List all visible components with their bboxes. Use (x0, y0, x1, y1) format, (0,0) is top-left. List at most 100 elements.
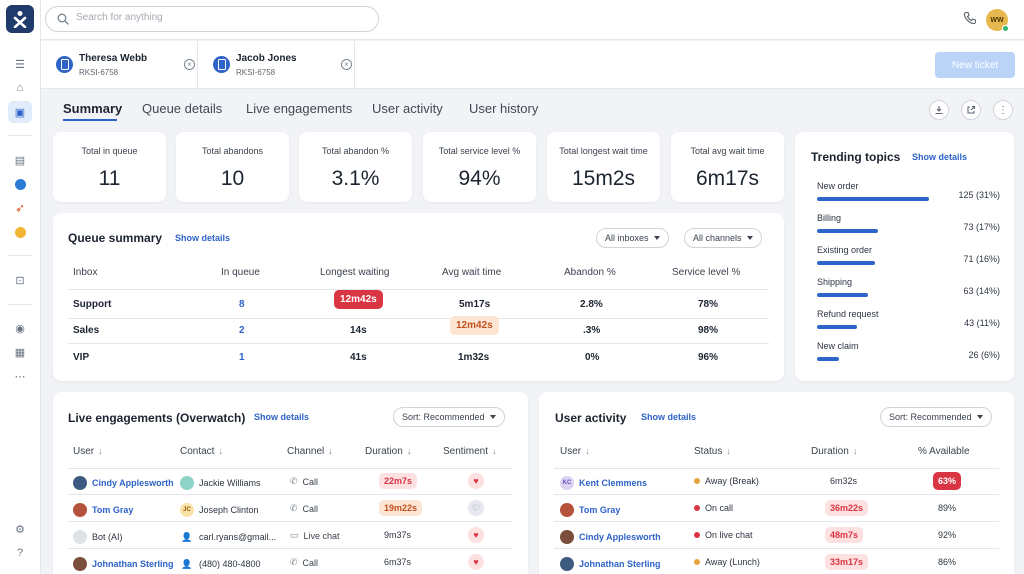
channel-filter-dropdown[interactable]: All channels (684, 228, 762, 248)
status-dot-icon (694, 505, 700, 511)
trend-topic-name[interactable]: Existing order (817, 245, 873, 255)
column-header[interactable]: Contact ↓ (180, 446, 223, 457)
trending-show-details-link[interactable]: Show details (912, 152, 968, 162)
settings-icon[interactable]: ⚙ (15, 523, 25, 536)
rocket-icon[interactable]: ➶ (14, 201, 26, 215)
stat-card: Total abandon % 3.1% (299, 132, 412, 202)
active-tab-indicator (63, 119, 117, 121)
customer-tab[interactable]: Theresa Webb RKSI-6758 × (41, 41, 198, 89)
search-input[interactable] (76, 12, 366, 23)
engagement-contact[interactable]: JC Joseph Clinton (180, 503, 259, 517)
column-header[interactable]: Status ↓ (694, 446, 731, 457)
longest-waiting: 12m42s (334, 290, 383, 309)
sort-arrow-icon: ↓ (98, 446, 103, 456)
calendar-icon[interactable]: ▦ (14, 346, 26, 359)
user-avatar (560, 503, 574, 517)
new-ticket-button[interactable]: New ticket (935, 52, 1015, 78)
available-value: 63% (933, 472, 962, 490)
phone-icon[interactable] (963, 11, 977, 28)
in-queue-count[interactable]: 8 (239, 299, 245, 310)
trend-topic-name[interactable]: New order (817, 181, 859, 191)
more-options-icon[interactable]: ⋮ (993, 100, 1013, 120)
help-icon[interactable]: ? (16, 547, 24, 559)
activity-user[interactable]: KC Kent Clemmens (560, 476, 647, 490)
tab-summary[interactable]: Summary (63, 101, 123, 116)
person-icon: 👤 (181, 531, 193, 542)
activity-show-details-link[interactable]: Show details (641, 412, 697, 422)
column-header[interactable]: Channel ↓ (287, 446, 333, 457)
activity-sort-dropdown[interactable]: Sort: Recommended (880, 407, 992, 427)
reports-icon[interactable]: ▤ (14, 154, 26, 167)
home-icon[interactable]: ⌂ (16, 82, 24, 94)
chevron-down-icon (746, 236, 753, 240)
activity-user[interactable]: Cindy Applesworth (560, 530, 661, 544)
column-header[interactable]: Duration ↓ (811, 446, 857, 457)
column-header[interactable]: User ↓ (560, 446, 590, 457)
queue-show-details-link[interactable]: Show details (175, 233, 231, 243)
globe-icon[interactable] (10, 174, 30, 194)
channel-filter-value: All channels (693, 233, 742, 243)
user-avatar[interactable]: WW (986, 9, 1009, 32)
trend-topic-bar (817, 325, 857, 329)
user-name: Tom Gray (92, 505, 134, 515)
contact-icon[interactable]: ◉ (15, 322, 25, 335)
in-queue-count[interactable]: 1 (239, 352, 245, 363)
column-header-label: Contact (180, 446, 215, 457)
contact-avatar (180, 476, 194, 490)
status-label: On call (705, 503, 734, 513)
engagement-contact[interactable]: 👤 carl.ryans@gmail... (180, 530, 276, 544)
trend-topic-name[interactable]: New claim (817, 341, 859, 351)
column-header[interactable]: Duration ↓ (365, 446, 411, 457)
download-icon[interactable] (929, 100, 949, 120)
sort-arrow-icon: ↓ (492, 446, 497, 456)
menu-icon[interactable]: ☰ (15, 58, 25, 71)
inbox-name[interactable]: Sales (73, 325, 100, 336)
inbox-name[interactable]: Support (73, 299, 112, 310)
trend-topic-name[interactable]: Shipping (817, 277, 853, 287)
column-header[interactable]: Sentiment ↓ (443, 446, 497, 457)
close-icon[interactable]: × (341, 59, 352, 70)
status-dot-icon (694, 559, 700, 565)
service-level: 98% (698, 325, 719, 336)
tab-user-history[interactable]: User history (469, 101, 539, 116)
trend-topic-value: 73 (17%) (963, 222, 1000, 232)
engagement-user[interactable]: Bot (AI) (73, 530, 123, 544)
inbox-filter-dropdown[interactable]: All inboxes (596, 228, 669, 248)
activity-status: Away (Lunch) (694, 557, 760, 567)
engagement-user[interactable]: Cindy Applesworth (73, 476, 174, 490)
activity-user[interactable]: Johnathan Sterling (560, 557, 661, 571)
customer-tab[interactable]: Jacob Jones RKSI-6758 × (198, 41, 355, 89)
activity-user[interactable]: Tom Gray (560, 503, 620, 517)
column-header[interactable]: User ↓ (73, 446, 103, 457)
smiley-icon[interactable] (10, 222, 30, 242)
tab-live-engagements[interactable]: Live engagements (246, 101, 353, 116)
app-logo-icon[interactable] (6, 5, 34, 33)
status-label: Away (Lunch) (705, 557, 760, 567)
engagement-sentiment: ♥ (468, 527, 484, 543)
row-divider (68, 494, 513, 495)
trend-topic-name[interactable]: Refund request (817, 309, 879, 319)
live-sort-dropdown[interactable]: Sort: Recommended (393, 407, 505, 427)
duration-value: 33m17s (825, 554, 869, 570)
tab-user-activity[interactable]: User activity (372, 101, 443, 116)
tab-queue-details[interactable]: Queue details (142, 101, 223, 116)
trend-topic-name[interactable]: Billing (817, 213, 842, 223)
dashboard-icon[interactable]: ▣ (8, 101, 32, 123)
engagement-sentiment: ♥ (468, 554, 484, 570)
engagement-contact[interactable]: 👤 (480) 480-4800 (180, 557, 260, 571)
engagement-user[interactable]: Johnathan Sterling (73, 557, 174, 571)
search-box[interactable] (45, 6, 379, 32)
in-queue-count[interactable]: 2 (239, 325, 245, 336)
available-value: 92% (938, 530, 957, 540)
inbox-name[interactable]: VIP (73, 352, 90, 363)
live-show-details-link[interactable]: Show details (254, 412, 310, 422)
more-icon[interactable]: ⋯ (14, 370, 26, 383)
inbox-icon[interactable]: ⊡ (15, 274, 25, 287)
queue-summary-card: Queue summary Show details All inboxes A… (53, 213, 784, 381)
header-divider (68, 468, 513, 469)
column-header[interactable]: % Available (918, 446, 970, 457)
external-link-icon[interactable] (961, 100, 981, 120)
engagement-contact[interactable]: Jackie Williams (180, 476, 261, 490)
engagement-user[interactable]: Tom Gray (73, 503, 133, 517)
close-icon[interactable]: × (184, 59, 195, 70)
